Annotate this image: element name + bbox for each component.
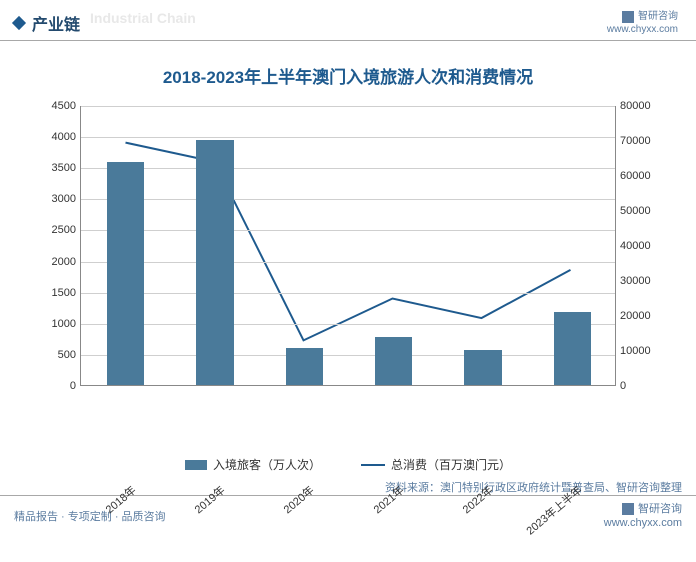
legend-item-bar: 入境旅客（万人次） (185, 456, 321, 473)
ytick-right: 50000 (620, 205, 668, 217)
footer-url: www.chyxx.com (604, 516, 682, 530)
brand-name: 智研咨询 (638, 10, 678, 23)
bar (554, 312, 592, 385)
gridline (81, 168, 615, 169)
ytick-left: 2000 (28, 256, 76, 268)
ytick-left: 4500 (28, 100, 76, 112)
bar (464, 350, 502, 385)
gridline (81, 324, 615, 325)
gridline (81, 106, 615, 107)
legend-bar-label: 入境旅客（万人次） (213, 456, 321, 473)
chart-title: 2018-2023年上半年澳门入境旅游人次和消费情况 (0, 63, 696, 88)
ytick-right: 0 (620, 380, 668, 392)
line-path (126, 143, 571, 341)
ytick-right: 20000 (620, 310, 668, 322)
source-note: 资料来源：澳门特别行政区政府统计暨普查局、智研咨询整理 (0, 473, 696, 495)
ytick-left: 3000 (28, 193, 76, 205)
section-title: 产业链 (32, 11, 80, 35)
bar (196, 140, 234, 385)
legend-item-line: 总消费（百万澳门元） (361, 456, 511, 473)
ytick-left: 500 (28, 349, 76, 361)
watermark-industrial-chain: Industrial Chain (90, 10, 196, 26)
bar (107, 162, 145, 385)
legend-line-swatch (361, 464, 385, 466)
line-series-svg (81, 106, 615, 385)
plot-region (80, 106, 616, 386)
ytick-left: 1000 (28, 318, 76, 330)
ytick-right: 80000 (620, 100, 668, 112)
ytick-left: 1500 (28, 287, 76, 299)
ytick-left: 3500 (28, 162, 76, 174)
ytick-left: 4000 (28, 131, 76, 143)
brand-url: www.chyxx.com (607, 23, 678, 36)
legend-bar-swatch (185, 460, 207, 470)
gridline (81, 230, 615, 231)
gridline (81, 355, 615, 356)
footer-right: 智研咨询 www.chyxx.com (604, 502, 682, 531)
diamond-icon (12, 16, 26, 30)
bar (375, 337, 413, 385)
chart-area: 0500100015002000250030003500400045000100… (28, 106, 668, 446)
bar (286, 348, 324, 385)
gridline (81, 199, 615, 200)
footer-brand: 智研咨询 (638, 502, 682, 516)
gridline (81, 137, 615, 138)
header-left: 产业链 (14, 11, 80, 35)
gridline (81, 293, 615, 294)
ytick-left: 2500 (28, 224, 76, 236)
ytick-right: 40000 (620, 240, 668, 252)
legend-line-label: 总消费（百万澳门元） (391, 456, 511, 473)
ytick-left: 0 (28, 380, 76, 392)
ytick-right: 60000 (620, 170, 668, 182)
header-right: 智研咨询 www.chyxx.com (607, 10, 678, 36)
ytick-right: 10000 (620, 345, 668, 357)
ytick-right: 30000 (620, 275, 668, 287)
legend: 入境旅客（万人次） 总消费（百万澳门元） (0, 456, 696, 473)
brand-logo-icon (622, 503, 634, 515)
brand-logo-icon (622, 11, 634, 23)
ytick-right: 70000 (620, 135, 668, 147)
gridline (81, 262, 615, 263)
